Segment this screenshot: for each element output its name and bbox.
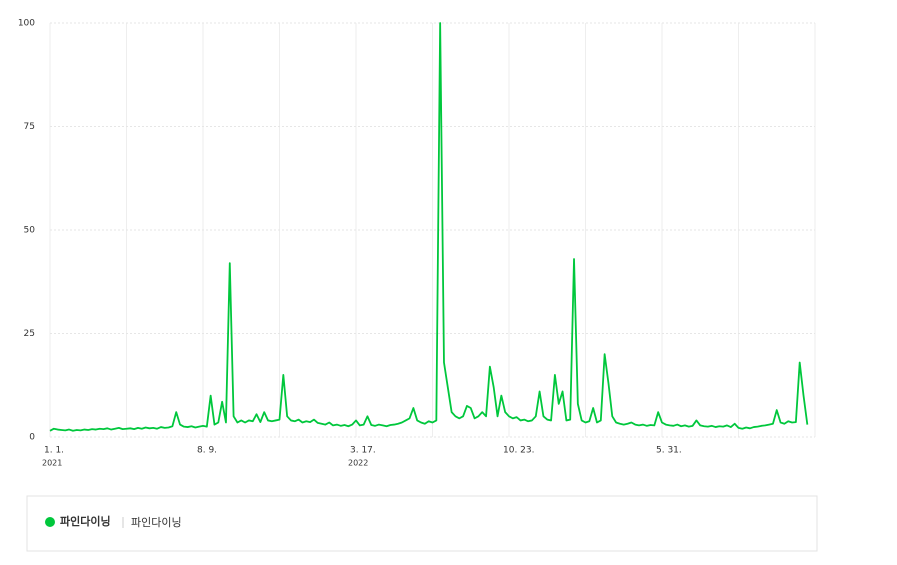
- x-tick-label: 10. 23.: [503, 446, 535, 456]
- legend-label: 파인다이닝: [131, 516, 182, 529]
- year-label: 2022: [348, 459, 368, 468]
- x-tick-label: 5. 31.: [656, 446, 682, 456]
- legend-marker: [45, 517, 55, 527]
- x-tick-label: 1. 1.: [44, 446, 64, 456]
- year-label: 2021: [42, 459, 62, 468]
- legend-name: 파인다이닝: [60, 514, 111, 528]
- legend-box: [26, 495, 818, 552]
- x-tick-label: 3. 17.: [350, 446, 376, 456]
- y-tick-label: 75: [24, 122, 35, 132]
- x-tick-label: 8. 9.: [197, 446, 217, 456]
- y-tick-label: 25: [24, 329, 35, 339]
- y-tick-label: 100: [18, 19, 35, 29]
- series-line: [49, 22, 809, 432]
- y-tick-label: 0: [29, 433, 35, 443]
- y-tick-label: 50: [24, 226, 36, 236]
